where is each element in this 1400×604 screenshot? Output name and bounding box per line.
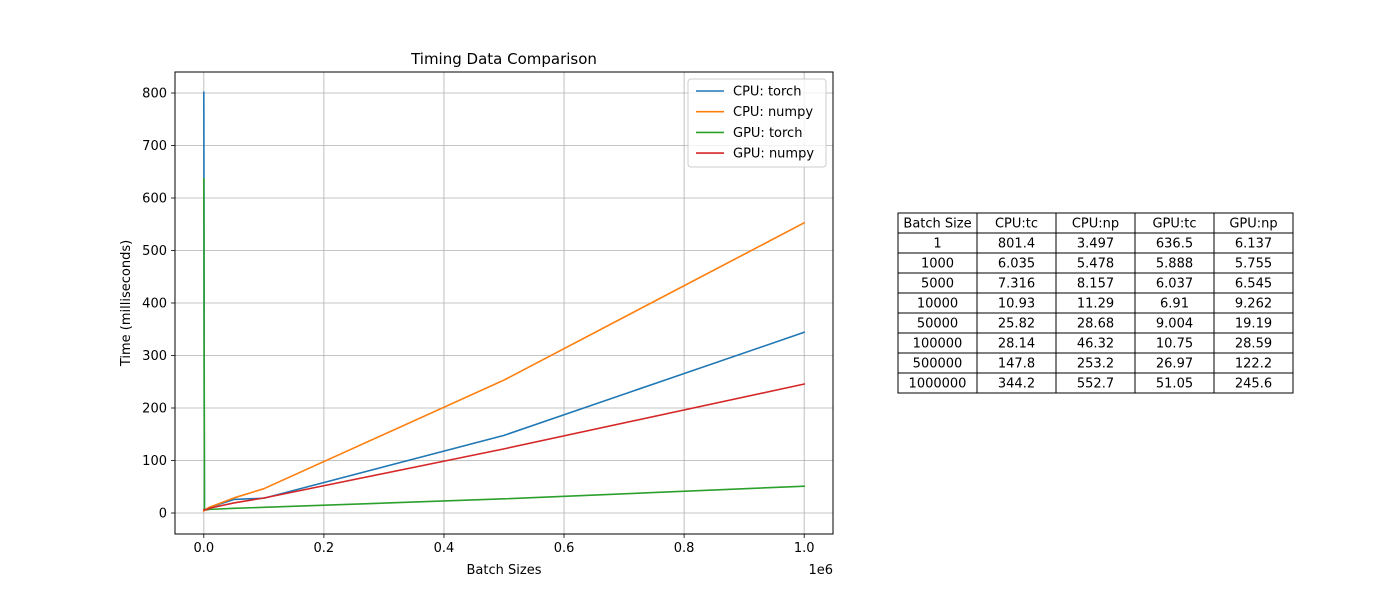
x-tick-label: 0.2 (314, 541, 335, 556)
table-row: 5000 7.316 8.157 6.037 6.545 (897, 272, 1294, 294)
y-axis-label: Time (milliseconds) (119, 240, 134, 367)
table-cell-text: 5000 (921, 277, 954, 292)
y-tick-label: 400 (142, 297, 167, 312)
series-line-1 (202, 221, 806, 513)
table-row: 100000 28.14 46.32 10.75 28.59 (897, 332, 1294, 354)
table-cell-text: 253.2 (1077, 357, 1114, 372)
table-cell-text: 10000 (917, 297, 958, 312)
series-line-3 (202, 383, 806, 511)
table-cell-text: 6.035 (998, 257, 1035, 272)
table-cell-text: 147.8 (998, 357, 1035, 372)
table-cell-text: 1000 (921, 257, 954, 272)
table-cell-text: 6.545 (1235, 277, 1272, 292)
x-axis-label: Batch Sizes (467, 563, 542, 578)
table-cell-text: 1 (933, 237, 941, 252)
table-cell-text: 6.037 (1156, 277, 1193, 292)
y-tick-label: 100 (142, 454, 167, 469)
table-cell-text: 3.497 (1077, 237, 1114, 252)
table-cell-text: 10.93 (998, 297, 1035, 312)
table-cell-text: 7.316 (998, 277, 1035, 292)
y-tick-label: 600 (142, 192, 167, 207)
table-row: 1 801.4 3.497 636.5 6.137 (897, 232, 1294, 254)
table-cell-text: 9.004 (1156, 317, 1193, 332)
table-cell-text: 344.2 (998, 377, 1035, 392)
table-header-cell: GPU:tc (1152, 217, 1196, 232)
table-cell-text: 5.755 (1235, 257, 1272, 272)
table-cell-text: 9.262 (1235, 297, 1272, 312)
legend-label: GPU: numpy (733, 147, 814, 162)
table-cell-text: 1000000 (909, 377, 967, 392)
table-header-cell: CPU:tc (995, 217, 1038, 232)
table-cell-text: 6.91 (1160, 297, 1189, 312)
legend-label: CPU: torch (733, 85, 801, 100)
table-cell-text: 19.19 (1235, 317, 1272, 332)
chart-title: Timing Data Comparison (410, 50, 597, 68)
table-cell-text: 8.157 (1077, 277, 1114, 292)
table-cell-text: 636.5 (1156, 237, 1193, 252)
x-tick-label: 0.0 (193, 541, 214, 556)
table-cell-text: 46.32 (1077, 337, 1114, 352)
table-cell-text: 245.6 (1235, 377, 1272, 392)
table-header-cell: GPU:np (1229, 217, 1277, 232)
legend-label: CPU: numpy (733, 105, 813, 120)
table-cell-text: 122.2 (1235, 357, 1272, 372)
y-tick-label: 700 (142, 139, 167, 154)
table-row: 1000000 344.2 552.7 51.05 245.6 (897, 372, 1294, 394)
table-row: 50000 25.82 28.68 9.004 19.19 (897, 312, 1294, 334)
x-ticks: 0.0 0.2 0.4 0.6 0.8 1.0 (193, 534, 815, 556)
legend-items: CPU: torch CPU: numpy GPU: torch GPU: numpy (696, 85, 814, 162)
table-cell-text: 5.478 (1077, 257, 1114, 272)
data-table: Batch Size CPU:tc CPU:np GPU:tc GPU:np 1 801.4… (897, 212, 1294, 394)
table-header-cell: CPU:np (1072, 217, 1119, 232)
table-cell-text: 6.137 (1235, 237, 1272, 252)
series-layer (202, 91, 806, 513)
y-tick-label: 300 (142, 349, 167, 364)
x-axis-offset-label: 1e6 (808, 563, 833, 578)
y-ticks: 0 100 200 300 400 500 600 700 800 (142, 87, 175, 522)
x-tick-label: 0.6 (554, 541, 575, 556)
x-tick-label: 0.4 (434, 541, 455, 556)
legend: CPU: torch CPU: numpy GPU: torch GPU: numpy (687, 78, 827, 168)
table-cell-text: 801.4 (998, 237, 1035, 252)
table-row: 500000 147.8 253.2 26.97 122.2 (897, 352, 1294, 374)
table-cell-text: 100000 (913, 337, 963, 352)
table-cell-text: 26.97 (1156, 357, 1193, 372)
table-cell-text: 25.82 (998, 317, 1035, 332)
y-tick-label: 0 (159, 507, 167, 522)
table-cell-text: 5.888 (1156, 257, 1193, 272)
table-cell-text: 28.68 (1077, 317, 1114, 332)
table-cell-text: 28.59 (1235, 337, 1272, 352)
y-tick-label: 200 (142, 402, 167, 417)
x-tick-label: 0.8 (674, 541, 695, 556)
x-tick-label: 1.0 (794, 541, 815, 556)
y-tick-label: 500 (142, 244, 167, 259)
table-cell-text: 50000 (917, 317, 958, 332)
table-header-cell: Batch Size (903, 217, 971, 232)
table-cell-text: 500000 (913, 357, 963, 372)
legend-box (687, 78, 827, 168)
table-cell-text: 11.29 (1077, 297, 1114, 312)
table-row: 1000 6.035 5.478 5.888 5.755 (897, 252, 1294, 274)
y-tick-label: 800 (142, 87, 167, 102)
table-row: 10000 10.93 11.29 6.91 9.262 (897, 292, 1294, 314)
table-cell (1213, 372, 1294, 394)
table-cell-text: 10.75 (1156, 337, 1193, 352)
table-cell-text: 552.7 (1077, 377, 1114, 392)
table-header-row: Batch Size CPU:tc CPU:np GPU:tc GPU:np (897, 212, 1294, 234)
legend-label: GPU: torch (733, 126, 802, 141)
table-cell-text: 28.14 (998, 337, 1035, 352)
table-cell-text: 51.05 (1156, 377, 1193, 392)
